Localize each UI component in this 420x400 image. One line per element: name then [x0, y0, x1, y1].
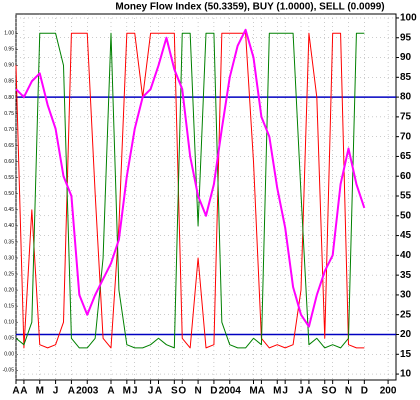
y-tick-label: 0.70	[4, 127, 14, 133]
y-tick-label: 0.80	[4, 95, 14, 101]
x-tick-label: A	[155, 386, 162, 397]
y-tick-label: 0.65	[4, 143, 14, 149]
x-tick-label: J	[148, 386, 154, 397]
x-tick-label: A	[12, 386, 19, 397]
y-tick-label: 0.95	[4, 47, 14, 53]
y-tick-label: 0.30	[4, 255, 14, 261]
x-tick-label: J	[53, 386, 59, 397]
y-tick-label: 0.20	[4, 287, 14, 293]
x-tick-label: M	[123, 386, 131, 397]
y2-tick-label: 20	[400, 329, 412, 340]
x-tick-label: O	[178, 386, 186, 397]
x-tick-label: 200	[380, 386, 397, 397]
y-tick-label: 0.55	[4, 175, 14, 181]
y2-tick-label: 80	[400, 92, 412, 103]
y-tick-label: 0.45	[4, 207, 14, 213]
y-tick-label: 0.90	[4, 63, 14, 69]
x-tick-label: A	[305, 386, 312, 397]
x-tick-label: 2004	[219, 386, 242, 397]
y2-tick-label: 75	[400, 112, 412, 123]
x-tick-label: A	[107, 386, 114, 397]
y2-tick-label: 55	[400, 191, 412, 202]
y2-tick-label: 85	[400, 72, 412, 83]
x-tick-label: M	[273, 386, 281, 397]
x-tick-label: O	[329, 386, 337, 397]
chart-title: Money Flow Index (50.3359), BUY (1.0000)…	[115, 2, 384, 13]
y2-tick-label: 60	[400, 171, 412, 182]
y2-tick-label: 95	[400, 32, 412, 43]
data-line	[15, 32, 365, 349]
y-tick-label: 0.05	[4, 336, 14, 342]
y-tick-label: 0.40	[4, 223, 14, 229]
y-tick-label: -0.05	[3, 368, 15, 374]
x-tick-label: S	[171, 386, 178, 397]
x-tick-label: J	[298, 386, 304, 397]
y2-tick-label: 10	[400, 369, 412, 380]
x-tick-label: M	[249, 386, 257, 397]
x-tick-label: J	[282, 386, 288, 397]
x-tick-label: S	[321, 386, 328, 397]
x-tick-label: A	[68, 386, 75, 397]
data-line	[15, 28, 366, 328]
y2-tick-label: 25	[400, 309, 412, 320]
y2-tick-label: 50	[400, 210, 412, 221]
y-tick-label: 0.85	[4, 79, 14, 85]
x-tick-label: M	[36, 386, 44, 397]
y2-tick-label: 65	[400, 151, 412, 162]
x-tick-label: N	[194, 386, 201, 397]
data-line	[15, 32, 365, 349]
x-tick-label: 2003	[76, 386, 99, 397]
x-tick-label: D	[361, 386, 368, 397]
y2-tick-label: 100	[400, 13, 417, 24]
y2-tick-label: 90	[400, 52, 412, 63]
x-tick-label: N	[345, 386, 352, 397]
y2-tick-label: 30	[400, 290, 412, 301]
y2-tick-label: 45	[400, 230, 412, 241]
y-tick-label: 0.15	[4, 303, 14, 309]
y-tick-label: 0.10	[4, 320, 14, 326]
x-tick-label: A	[258, 386, 265, 397]
x-tick-label: A	[20, 386, 27, 397]
y-tick-label: 0.60	[4, 159, 14, 165]
y-tick-label: 0.25	[4, 271, 14, 277]
x-tick-label: J	[132, 386, 138, 397]
y2-tick-label: 15	[400, 349, 412, 360]
y2-tick-label: 40	[400, 250, 412, 261]
y-tick-label: 0.00	[4, 352, 14, 358]
y-tick-label: 0.35	[4, 239, 14, 245]
x-tick-label: D	[210, 386, 217, 397]
y2-tick-label: 70	[400, 131, 412, 142]
y-tick-label: 0.50	[4, 191, 14, 197]
y-tick-label: 1.00	[4, 31, 14, 37]
y-tick-label: 0.75	[4, 111, 14, 117]
y2-tick-label: 35	[400, 270, 412, 281]
